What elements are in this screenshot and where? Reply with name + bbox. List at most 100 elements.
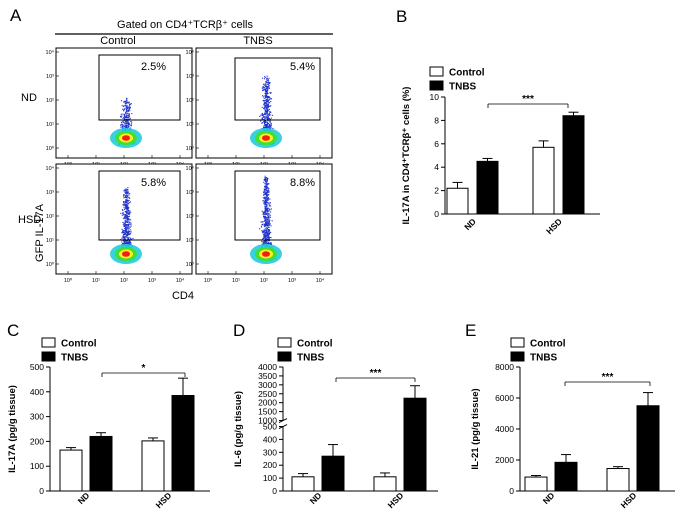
flow-dot [265,183,267,185]
flow-dot [123,213,125,215]
row-label-nd: ND [21,92,37,104]
flow-dot [268,203,270,205]
flow-dot [123,223,125,225]
flow-dot [263,234,265,236]
flow-dot [123,101,125,103]
flow-dot [264,121,266,123]
flow-dot [265,197,267,199]
flow-dot [266,80,268,82]
flow-dot [268,222,270,224]
flow-dot [267,79,269,81]
flow-dot [265,116,267,118]
flow-dot [123,117,125,119]
bar-control-hsd [606,468,630,492]
flow-dot [263,193,265,195]
flow-dot [263,89,265,91]
flow-dot [122,117,124,119]
flow-dot [120,116,122,118]
flow-dot [125,201,127,203]
flow-dot [129,107,131,109]
flow-dot [125,207,127,209]
flow-dot [128,115,130,117]
flow-dot [126,99,128,101]
flow-dot [124,189,126,191]
flow-dot [123,116,125,118]
flow-dot [262,197,264,199]
flow-dot [125,199,127,201]
flow-dot [130,243,132,245]
flow-dot [265,89,267,91]
flow-x-tick-label: 10³ [148,278,156,284]
flow-dot [267,220,269,222]
flow-dot [266,109,268,111]
y-tick-label: 500 [263,422,277,432]
flow-dot [127,107,129,109]
flow-dot [127,191,129,193]
flow-dot [268,188,270,190]
flow-dot [263,104,265,106]
flow-x-axis-label: CD4 [172,290,194,302]
legend-swatch-tnbs [41,351,56,362]
flow-dot [126,221,128,223]
flow-dot [270,125,272,127]
flow-dot [125,199,127,201]
flow-dot [267,87,269,89]
flow-dot [130,124,132,126]
flow-dot [266,108,268,110]
flow-dot [124,230,126,232]
flow-dot [126,105,128,107]
flow-y-tick-label: 10⁰ [46,145,55,152]
legend-label-tnbs: TNBS [61,353,89,364]
flow-dot [264,177,266,179]
flow-dot [267,238,269,240]
flow-dot [266,87,268,89]
flow-dot [126,194,128,196]
flow-dot [264,125,266,127]
flow-dot [271,98,273,100]
flow-dot [263,100,265,102]
flow-dot [266,234,268,236]
flow-dot [259,115,261,117]
flow-dot [125,107,127,109]
flow-dot [264,236,266,238]
flow-dot [267,197,269,199]
flow-dot [268,233,270,235]
flow-dot [127,205,129,207]
category-label-nd: ND [76,490,92,506]
flow-dot [126,100,128,102]
flow-dot [122,127,124,129]
flow-x-tick-label: 10² [260,278,268,284]
flow-dot [125,195,127,197]
flow-dot [264,207,266,209]
flow-dot [270,105,272,107]
flow-dot [128,126,130,128]
flow-dot [262,223,264,225]
flow-dot [266,195,268,197]
flow-dot [263,125,265,127]
flow-dot [125,192,127,194]
flow-dot [265,179,267,181]
flow-dot [127,101,129,103]
flow-y-tick-label: 10² [46,214,54,220]
flow-dot [267,103,269,105]
flow-dot [266,217,268,219]
flow-dot [265,224,267,226]
flow-dot [126,207,128,209]
flow-dot [268,240,270,242]
flow-dot [122,221,124,223]
flow-dot [269,201,271,203]
y-tick-label: 200 [263,460,277,470]
flow-dot [124,223,126,225]
flow-dot [269,92,271,94]
flow-dot [124,221,126,223]
flow-dot [127,228,129,230]
flow-dot [125,236,127,238]
flow-dot [126,218,128,220]
flow-dot [125,229,127,231]
flow-dot [264,89,266,91]
flow-dot [124,124,126,126]
flow-dot [270,124,272,126]
flow-dot [123,237,125,239]
flow-dot [129,127,131,129]
flow-dot [268,214,270,216]
